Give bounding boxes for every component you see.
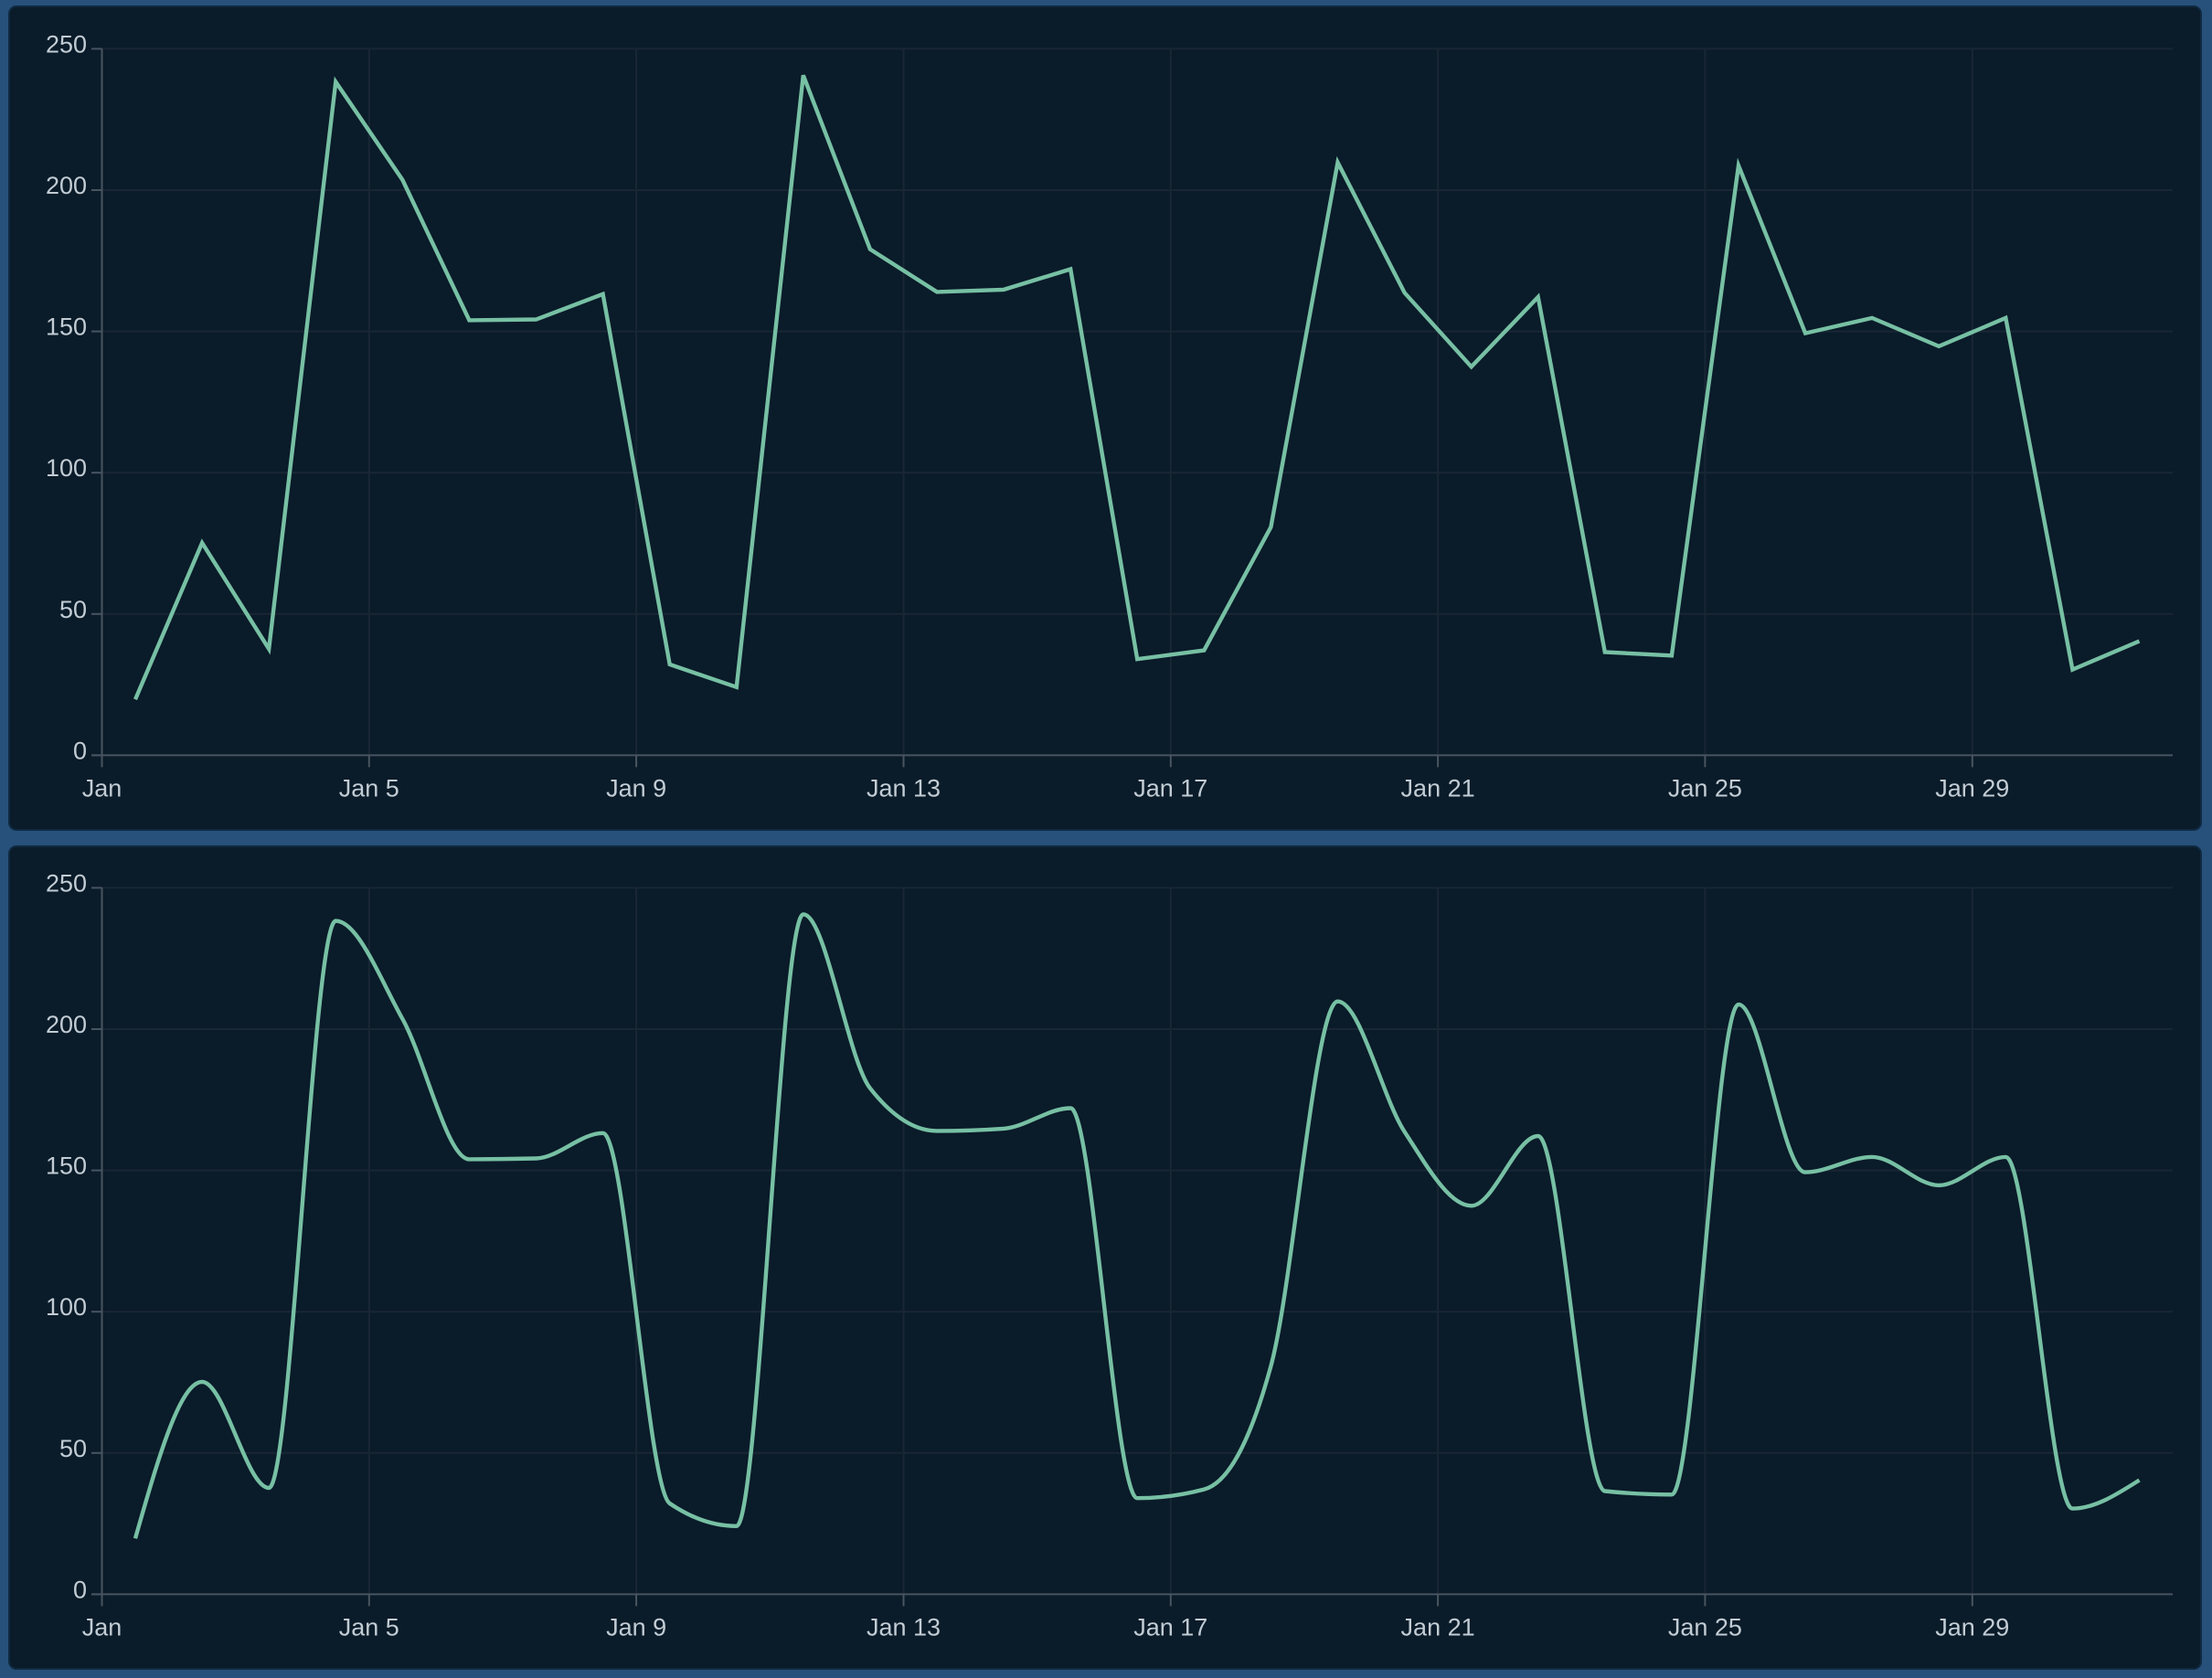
svg-text:100: 100 (46, 1293, 87, 1321)
svg-text:Jan 9: Jan 9 (606, 1613, 666, 1641)
svg-text:0: 0 (73, 737, 87, 764)
svg-text:Jan: Jan (82, 1613, 122, 1641)
svg-text:Jan: Jan (82, 774, 122, 802)
svg-text:Jan 21: Jan 21 (1401, 1613, 1475, 1641)
svg-text:200: 200 (46, 172, 87, 199)
svg-text:Jan 29: Jan 29 (1935, 774, 2009, 802)
svg-text:Jan 13: Jan 13 (867, 774, 941, 802)
svg-text:Jan 5: Jan 5 (339, 1613, 399, 1641)
svg-text:0: 0 (73, 1576, 87, 1603)
svg-text:Jan 25: Jan 25 (1668, 774, 1742, 802)
svg-text:100: 100 (46, 454, 87, 482)
svg-text:Jan 5: Jan 5 (339, 774, 399, 802)
svg-text:50: 50 (59, 1435, 87, 1462)
svg-text:150: 150 (46, 1152, 87, 1180)
svg-text:Jan 9: Jan 9 (606, 774, 666, 802)
svg-text:Jan 25: Jan 25 (1668, 1613, 1742, 1641)
svg-text:Jan 13: Jan 13 (867, 1613, 941, 1641)
svg-text:Jan 17: Jan 17 (1133, 1613, 1207, 1641)
svg-text:250: 250 (46, 30, 87, 58)
svg-text:Jan 21: Jan 21 (1401, 774, 1475, 802)
svg-text:Jan 17: Jan 17 (1133, 774, 1207, 802)
svg-text:50: 50 (59, 596, 87, 623)
svg-text:200: 200 (46, 1011, 87, 1038)
svg-text:250: 250 (46, 869, 87, 897)
svg-text:150: 150 (46, 313, 87, 341)
svg-text:Jan 29: Jan 29 (1935, 1613, 2009, 1641)
